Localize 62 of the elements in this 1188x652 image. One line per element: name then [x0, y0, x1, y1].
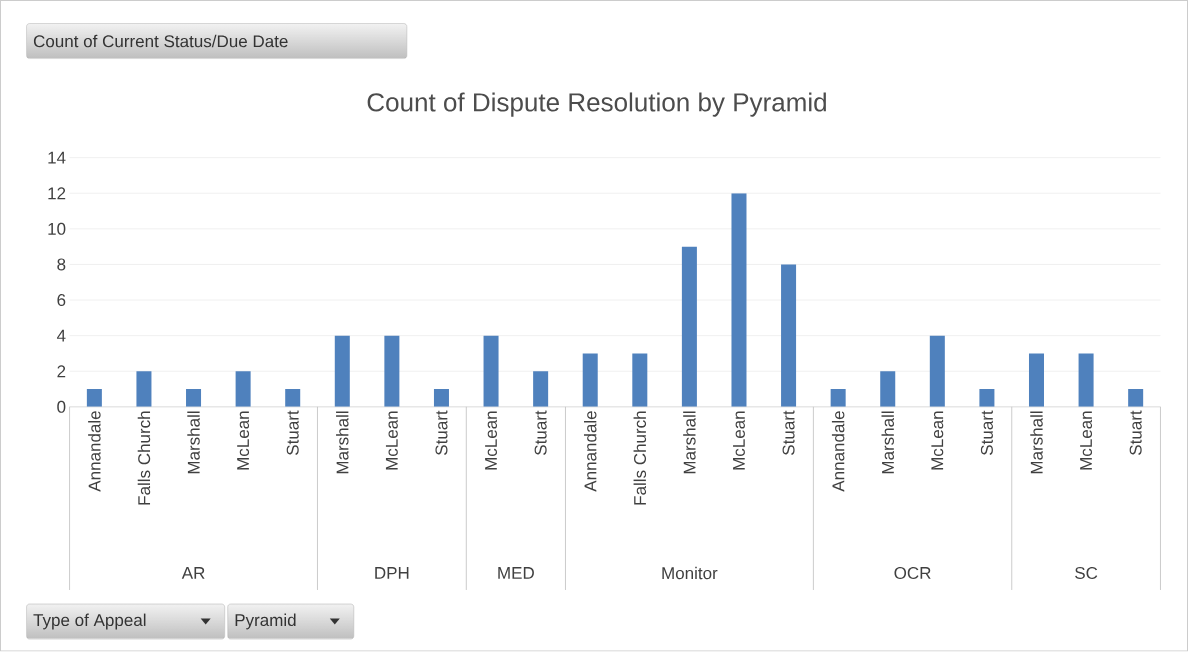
x-tick-label: McLean — [1080, 411, 1093, 470]
bar — [533, 371, 549, 408]
bar — [681, 246, 697, 408]
x-tick-label: Stuart — [534, 410, 547, 456]
bar — [285, 389, 301, 408]
bar — [929, 335, 945, 408]
x-tick-label: Stuart — [782, 410, 795, 456]
x-tick-label: Marshall — [187, 411, 200, 474]
y-tick-label: 14 — [48, 152, 66, 164]
x-tick-label: Marshall — [881, 411, 894, 474]
bar — [136, 371, 152, 408]
x-tick-label: Stuart — [980, 410, 993, 456]
bar — [1078, 353, 1094, 408]
bar — [483, 335, 499, 408]
text: MED — [498, 567, 534, 580]
x-tick-label: McLean — [237, 411, 250, 470]
x-tick-label: Marshall — [336, 411, 349, 474]
x-tick-label: McLean — [485, 411, 497, 470]
x-tick-label: Stuart — [1129, 410, 1142, 456]
x-tick-label: McLean — [733, 411, 745, 470]
bar — [86, 389, 102, 408]
bar — [582, 353, 598, 408]
bar — [433, 389, 449, 408]
text: OCR — [894, 567, 931, 580]
y-tick-label: 6 — [57, 294, 66, 307]
x-tick-label: Stuart — [286, 410, 299, 456]
text: Pyramid — [235, 613, 296, 630]
x-tick-label: Annandale — [583, 411, 597, 492]
text: SC — [1075, 567, 1098, 580]
bar — [880, 371, 896, 408]
bar — [1028, 353, 1044, 408]
text: DPH — [375, 567, 409, 580]
x-tick-label: Stuart — [435, 410, 448, 456]
bar — [235, 371, 251, 408]
bar — [632, 353, 648, 408]
y-tick-label: 10 — [48, 223, 66, 236]
chart-title: Count of Dispute Resolution by Pyramid — [367, 92, 826, 117]
x-tick-label: Marshall — [683, 411, 696, 474]
x-tick-label: McLean — [931, 411, 944, 470]
x-tick-label: McLean — [385, 411, 398, 470]
y-tick-label: 4 — [56, 330, 66, 342]
y-tick-label: 2 — [57, 365, 66, 378]
bar — [830, 389, 846, 408]
y-tick-label: 12 — [48, 187, 66, 200]
y-tick-label: 8 — [57, 258, 66, 271]
bar — [979, 389, 995, 408]
text: Type of Appeal — [33, 613, 146, 630]
x-tick-label: Marshall — [1030, 411, 1043, 474]
x-tick-label: Falls Church — [137, 411, 151, 505]
text: Count of Current Status/Due Date — [33, 35, 288, 48]
bar — [384, 335, 400, 408]
text: AR — [181, 567, 205, 580]
bar — [186, 389, 202, 408]
bar — [1128, 389, 1144, 408]
x-tick-label: Annandale — [831, 411, 845, 492]
x-tick-label: Annandale — [88, 411, 101, 492]
text: Monitor — [662, 566, 718, 580]
x-tick-label: Falls Church — [633, 411, 647, 505]
y-tick-label: 0 — [57, 401, 66, 414]
bar — [781, 264, 797, 408]
bar — [731, 193, 747, 408]
bar — [334, 335, 350, 408]
